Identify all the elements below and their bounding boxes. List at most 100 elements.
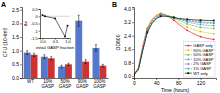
error-bar <box>95 45 97 52</box>
plot-area <box>40 14 70 37</box>
tick-mark <box>132 22 134 23</box>
marker <box>173 17 175 19</box>
tick-mark <box>20 37 22 38</box>
axis: -1.5-1-0.500.5 <box>31 7 41 41</box>
tick-label: 0 <box>35 14 38 19</box>
line <box>134 16 214 74</box>
marker <box>186 26 188 28</box>
marker <box>213 20 215 22</box>
axis: 04080120 <box>133 78 216 86</box>
legend-marker <box>187 54 189 56</box>
marker <box>160 15 162 17</box>
bar <box>82 62 89 78</box>
error-bar <box>61 65 63 68</box>
marker <box>54 18 56 20</box>
bar <box>65 64 72 78</box>
tick-label: 0.0 <box>124 73 131 79</box>
error-bar <box>85 60 87 64</box>
marker <box>186 29 188 31</box>
x-axis-title: initial GASP fraction <box>36 45 75 50</box>
bar <box>24 53 31 78</box>
marker <box>200 31 202 33</box>
axis-line <box>39 10 41 39</box>
marker <box>44 15 46 17</box>
legend-marker <box>187 63 189 65</box>
tick: 2.4 <box>124 33 134 39</box>
marker <box>64 36 66 38</box>
marker <box>200 36 202 38</box>
tick: 0.5 <box>32 7 40 12</box>
legend-swatch <box>185 59 192 60</box>
marker <box>213 25 215 27</box>
tick-label: 1.0 <box>12 48 19 54</box>
line <box>134 15 214 75</box>
tick: 3.2 <box>124 19 134 25</box>
marker <box>186 18 188 20</box>
tick: 10%GASP <box>42 78 55 89</box>
figure: WT10%GASP50%GASP90%GASP100%GASP0.00.51.0… <box>0 0 220 93</box>
tick-label-line: GASP <box>42 84 55 89</box>
tick-label: 50%GASP <box>59 79 72 89</box>
bar <box>58 67 65 78</box>
y-axis-title: OD600 <box>115 34 121 50</box>
tick-mark <box>132 76 134 77</box>
tick: -1 <box>34 29 40 34</box>
tick-label: 0.5 <box>12 61 19 67</box>
tick-label: 1.0 <box>65 39 71 44</box>
axis-line <box>20 8 23 79</box>
legend: GASP only90% GASP50% GASP10% GASP2% GASP… <box>183 42 215 77</box>
plot-area <box>134 13 215 76</box>
marker <box>173 17 175 19</box>
marker <box>213 22 215 24</box>
legend-swatch <box>185 54 192 55</box>
bar <box>75 21 82 78</box>
marker <box>200 19 202 21</box>
tick-label-line: GASP <box>93 84 106 89</box>
tick-label: 100%GASP <box>93 79 106 89</box>
bar <box>99 66 106 78</box>
legend-frame <box>183 42 215 77</box>
legend-swatch <box>185 64 192 65</box>
tick-label: 120 <box>197 80 206 86</box>
tick-label: 2.0 <box>12 20 19 26</box>
tick-label: 0.5 <box>53 39 59 44</box>
marker <box>200 21 202 23</box>
line <box>134 15 214 74</box>
tick-label-line: GASP <box>76 84 89 89</box>
marker <box>42 14 44 16</box>
tick-mark <box>20 64 22 65</box>
panel-title: A <box>1 1 6 8</box>
axis: WT10%GASP50%GASP90%GASP100%GASP <box>23 78 109 89</box>
y-axis-title: CFU (10⁹/ml) <box>2 27 8 57</box>
tick: -0.5 <box>31 21 40 26</box>
bar <box>93 48 100 78</box>
tick-label: -1 <box>34 29 38 34</box>
tick-label: -0.5 <box>31 21 39 26</box>
tick-mark <box>132 36 134 37</box>
tick-label: 0.8 <box>124 60 131 66</box>
marker <box>173 17 175 19</box>
tick: 0.0 <box>124 73 134 79</box>
tick-label: 0 <box>133 80 136 86</box>
reference-line <box>40 16 70 17</box>
tick: 120 <box>197 78 206 86</box>
legend-marker <box>187 45 189 47</box>
tick-mark <box>132 9 134 10</box>
tick: 2.0 <box>12 20 22 26</box>
tick-mark <box>20 78 22 79</box>
legend-label: WT only <box>193 71 208 76</box>
marker <box>67 25 69 27</box>
tick: 0.5 <box>12 61 22 67</box>
line <box>134 13 214 74</box>
tick: 2.5 <box>12 7 22 13</box>
tick-mark <box>20 10 22 11</box>
error-bar <box>26 51 28 55</box>
marker <box>213 22 215 24</box>
bar <box>48 58 55 78</box>
tick: 1.0 <box>65 38 71 44</box>
tick: 0.0 <box>12 75 22 81</box>
marker <box>213 33 215 35</box>
legend-marker <box>187 68 189 70</box>
tick: 0.0 <box>40 38 46 44</box>
legend-swatch <box>185 50 192 51</box>
